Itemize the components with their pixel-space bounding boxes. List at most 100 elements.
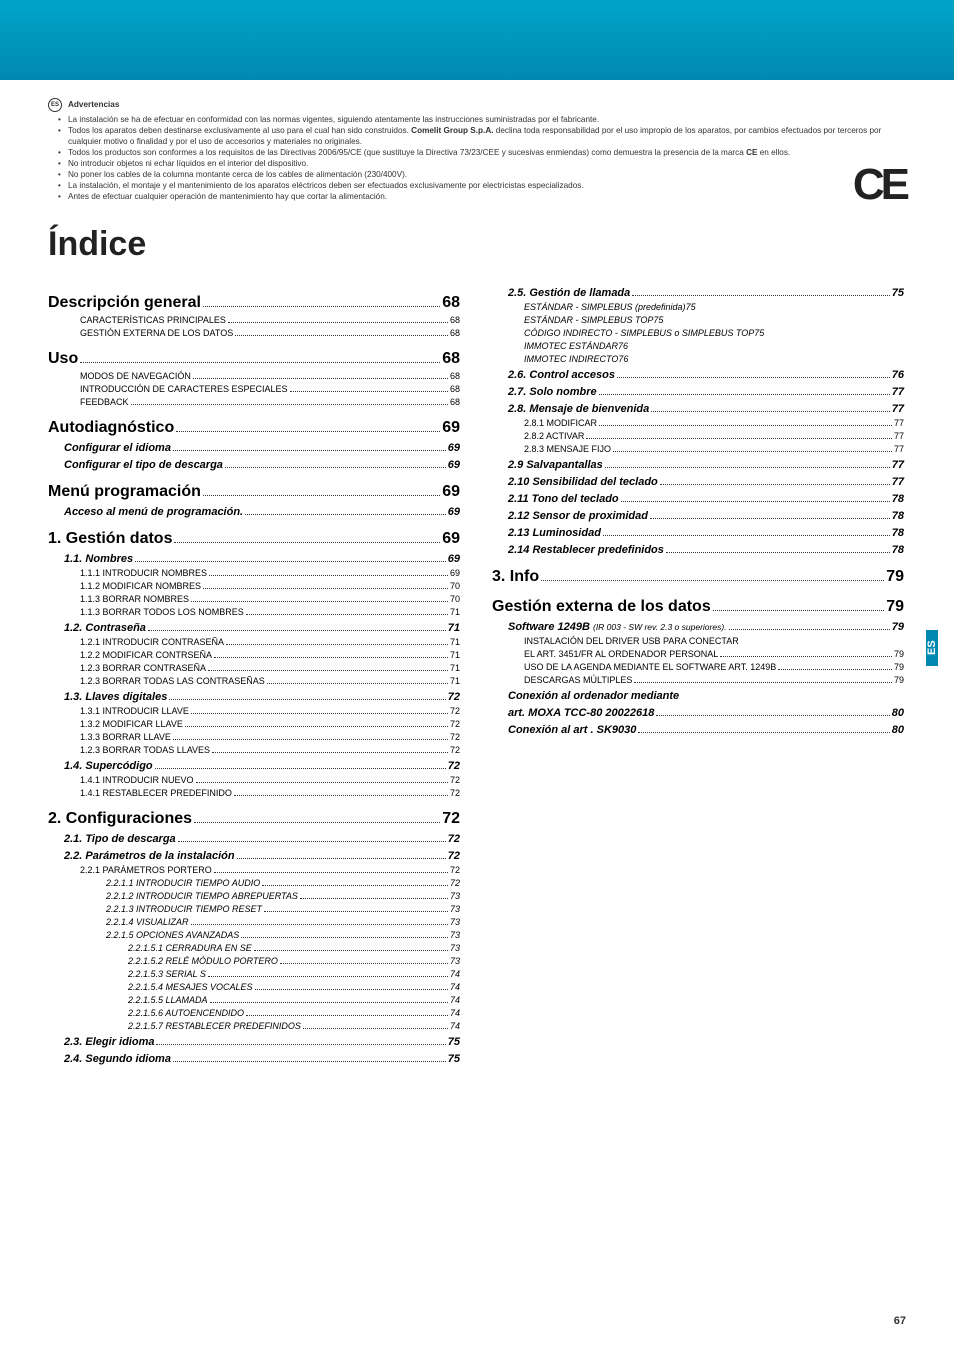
page-number: 67 bbox=[894, 1315, 906, 1327]
toc-entry[interactable]: 3. Info79 bbox=[492, 568, 904, 586]
toc-entry[interactable]: 2.2.1.5.1 CERRADURA EN SE73 bbox=[48, 943, 460, 953]
toc-entry[interactable]: 1.3. Llaves digitales72 bbox=[48, 691, 460, 703]
toc-entry[interactable]: 2.10 Sensibilidad del teclado77 bbox=[492, 476, 904, 488]
toc-entry[interactable]: 2.2.1.2 INTRODUCIR TIEMPO ABREPUERTAS73 bbox=[48, 891, 460, 901]
toc-entry[interactable]: GESTIÓN EXTERNA DE LOS DATOS68 bbox=[48, 328, 460, 338]
toc-entry[interactable]: 2.8. Mensaje de bienvenida77 bbox=[492, 403, 904, 415]
toc-entry[interactable]: MODOS DE NAVEGACIÓN68 bbox=[48, 371, 460, 381]
toc-column-left: Descripción general68 CARACTERÍSTICAS PRI… bbox=[48, 282, 460, 1065]
toc-entry[interactable]: 1.1.3 BORRAR TODOS LOS NOMBRES71 bbox=[48, 607, 460, 617]
toc-entry[interactable]: Descripción general68 bbox=[48, 294, 460, 312]
toc-entry[interactable]: 2.1. Tipo de descarga72 bbox=[48, 833, 460, 845]
toc-entry[interactable]: 2.2.1.4 VISUALIZAR73 bbox=[48, 917, 460, 927]
toc-entry[interactable]: 2.12 Sensor de proximidad78 bbox=[492, 510, 904, 522]
toc-entry[interactable]: ESTÁNDAR - SIMPLEBUS TOP75 bbox=[492, 315, 904, 325]
toc-entry[interactable]: 2.2.1.5.6 AUTOENCENDIDO74 bbox=[48, 1008, 460, 1018]
toc-entry: Conexión al ordenador mediante bbox=[492, 690, 904, 702]
toc-entry[interactable]: 2. Configuraciones72 bbox=[48, 810, 460, 828]
toc-entry[interactable]: 2.2.1.5.3 SERIAL S74 bbox=[48, 969, 460, 979]
toc-entry[interactable]: 1.2.3 BORRAR CONTRASEÑA71 bbox=[48, 663, 460, 673]
toc-entry[interactable]: Gestión externa de los datos79 bbox=[492, 598, 904, 616]
toc-entry[interactable]: 1.1. Nombres69 bbox=[48, 553, 460, 565]
toc-entry[interactable]: 2.8.2 ACTIVAR77 bbox=[492, 431, 904, 441]
toc-entry[interactable]: 1.2.1 INTRODUCIR CONTRASEÑA71 bbox=[48, 637, 460, 647]
header-band bbox=[0, 0, 954, 80]
toc-entry[interactable]: 1.4. Supercódigo72 bbox=[48, 760, 460, 772]
toc-entry[interactable]: 2.13 Luminosidad78 bbox=[492, 527, 904, 539]
toc-entry[interactable]: 2.5. Gestión de llamada75 bbox=[492, 287, 904, 299]
toc-entry[interactable]: 2.2.1.3 INTRODUCIR TIEMPO RESET73 bbox=[48, 904, 460, 914]
toc-entry[interactable]: 2.7. Solo nombre77 bbox=[492, 386, 904, 398]
toc-entry[interactable]: art. MOXA TCC-80 2002261880 bbox=[492, 707, 904, 719]
toc-entry[interactable]: EL ART. 3451/FR AL ORDENADOR PERSONAL79 bbox=[492, 649, 904, 659]
lang-badge-icon: ES bbox=[48, 98, 62, 112]
toc-entry[interactable]: 2.2. Parámetros de la instalación72 bbox=[48, 850, 460, 862]
toc-entry[interactable]: 2.8.1 MODIFICAR77 bbox=[492, 418, 904, 428]
warning-item: Antes de efectuar cualquier operación de… bbox=[58, 191, 906, 202]
warning-item: La instalación se ha de efectuar en conf… bbox=[58, 114, 906, 125]
warning-item: Todos los productos son conformes a los … bbox=[58, 147, 906, 158]
toc-entry[interactable]: 1.3.1 INTRODUCIR LLAVE72 bbox=[48, 706, 460, 716]
toc-entry[interactable]: Acceso al menú de programación.69 bbox=[48, 506, 460, 518]
toc-entry[interactable]: 2.2.1.1 INTRODUCIR TIEMPO AUDIO72 bbox=[48, 878, 460, 888]
toc-column-right: 2.5. Gestión de llamada75 ESTÁNDAR - SIMP… bbox=[492, 282, 904, 1065]
toc-entry[interactable]: INSTALACIÓN DEL DRIVER USB PARA CONECTAR bbox=[492, 636, 904, 646]
toc-entry[interactable]: Uso68 bbox=[48, 350, 460, 368]
toc-entry[interactable]: CARACTERÍSTICAS PRINCIPALES68 bbox=[48, 315, 460, 325]
toc-entry[interactable]: 1.2.3 BORRAR TODAS LLAVES72 bbox=[48, 745, 460, 755]
toc-entry[interactable]: DESCARGAS MÚLTIPLES79 bbox=[492, 675, 904, 685]
page: ES Advertencias La instalación se ha de … bbox=[0, 0, 954, 1351]
toc-entry[interactable]: 1.3.2 MODIFICAR LLAVE72 bbox=[48, 719, 460, 729]
warnings-title: ES Advertencias bbox=[48, 98, 119, 112]
side-tab-es[interactable]: ES bbox=[926, 630, 938, 666]
side-tabs: ES bbox=[926, 630, 954, 670]
toc-entry[interactable]: 1.4.1 INTRODUCIR NUEVO72 bbox=[48, 775, 460, 785]
toc-entry[interactable]: 1.1.2 MODIFICAR NOMBRES70 bbox=[48, 581, 460, 591]
toc-entry[interactable]: 1.1.1 INTRODUCIR NOMBRES69 bbox=[48, 568, 460, 578]
toc-entry[interactable]: Software 1249B (IR 003 - SW rev. 2.3 o s… bbox=[492, 621, 904, 633]
toc-entry[interactable]: 1.1.3 BORRAR NOMBRES70 bbox=[48, 594, 460, 604]
toc-entry[interactable]: Autodiagnóstico69 bbox=[48, 419, 460, 437]
warning-item: La instalación, el montaje y el mantenim… bbox=[58, 180, 906, 191]
toc-entry[interactable]: FEEDBACK68 bbox=[48, 397, 460, 407]
toc-entry[interactable]: ESTÁNDAR - SIMPLEBUS (predefinida)75 bbox=[492, 302, 904, 312]
toc-entry[interactable]: IMMOTEC ESTÁNDAR76 bbox=[492, 341, 904, 351]
toc-entry[interactable]: CÓDIGO INDIRECTO - SIMPLEBUS o SIMPLEBUS… bbox=[492, 328, 904, 338]
toc-entry[interactable]: Configurar el idioma69 bbox=[48, 442, 460, 454]
warning-item: No poner los cables de la columna montan… bbox=[58, 169, 906, 180]
warning-item: Todos los aparatos deben destinarse excl… bbox=[58, 125, 906, 147]
toc-entry[interactable]: 2.11 Tono del teclado78 bbox=[492, 493, 904, 505]
toc-entry[interactable]: USO DE LA AGENDA MEDIANTE EL SOFTWARE AR… bbox=[492, 662, 904, 672]
toc-entry[interactable]: 2.2.1.5.5 LLAMADA74 bbox=[48, 995, 460, 1005]
toc-entry[interactable]: 1.2. Contraseña71 bbox=[48, 622, 460, 634]
toc-entry[interactable]: 1.3.3 BORRAR LLAVE72 bbox=[48, 732, 460, 742]
content: ES Advertencias La instalación se ha de … bbox=[0, 80, 954, 1065]
warnings-block: ES Advertencias La instalación se ha de … bbox=[48, 98, 906, 203]
toc-entry[interactable]: 2.2.1.5.4 MESAJES VOCALES74 bbox=[48, 982, 460, 992]
toc-entry[interactable]: 2.4. Segundo idioma75 bbox=[48, 1053, 460, 1065]
toc-entry[interactable]: Configurar el tipo de descarga69 bbox=[48, 459, 460, 471]
toc-entry[interactable]: 2.2.1.5.7 RESTABLECER PREDEFINIDOS74 bbox=[48, 1021, 460, 1031]
toc-entry[interactable]: 2.6. Control accesos76 bbox=[492, 369, 904, 381]
toc-entry[interactable]: 1.2.3 BORRAR TODAS LAS CONTRASEÑAS71 bbox=[48, 676, 460, 686]
toc-entry[interactable]: IMMOTEC INDIRECTO76 bbox=[492, 354, 904, 364]
toc-entry[interactable]: 2.2.1.5 OPCIONES AVANZADAS73 bbox=[48, 930, 460, 940]
toc-entry[interactable]: 1. Gestión datos69 bbox=[48, 530, 460, 548]
warning-item: No introducir objetos ni echar líquidos … bbox=[58, 158, 906, 169]
warnings-title-text: Advertencias bbox=[68, 100, 119, 109]
toc-entry[interactable]: 2.2.1.5.2 RELÉ MÓDULO PORTERO73 bbox=[48, 956, 460, 966]
toc-entry[interactable]: INTRODUCCIÓN DE CARACTERES ESPECIALES68 bbox=[48, 384, 460, 394]
toc-entry[interactable]: 1.4.1 RESTABLECER PREDEFINIDO72 bbox=[48, 788, 460, 798]
toc-entry[interactable]: 2.2.1 PARÁMETROS PORTERO72 bbox=[48, 865, 460, 875]
toc-entry[interactable]: 2.9 Salvapantallas77 bbox=[492, 459, 904, 471]
toc-entry[interactable]: 2.8.3 MENSAJE FIJO77 bbox=[492, 444, 904, 454]
index-title: Índice bbox=[48, 225, 906, 264]
warnings-list: La instalación se ha de efectuar en conf… bbox=[48, 114, 906, 203]
toc-entry[interactable]: 2.14 Restablecer predefinidos78 bbox=[492, 544, 904, 556]
table-of-contents: Descripción general68 CARACTERÍSTICAS PRI… bbox=[48, 282, 906, 1065]
ce-mark-icon: CE bbox=[853, 160, 906, 210]
toc-entry[interactable]: Conexión al art . SK903080 bbox=[492, 724, 904, 736]
toc-entry[interactable]: Menú programación69 bbox=[48, 483, 460, 501]
toc-entry[interactable]: 1.2.2 MODIFICAR CONTRSEÑA71 bbox=[48, 650, 460, 660]
toc-entry[interactable]: 2.3. Elegir idioma75 bbox=[48, 1036, 460, 1048]
